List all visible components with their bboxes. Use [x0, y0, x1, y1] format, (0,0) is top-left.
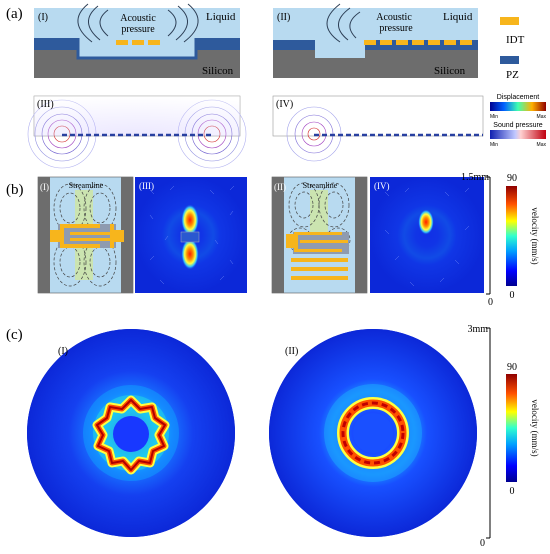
- panel-c-i-disc: (I): [27, 329, 235, 537]
- idt-electrode: [116, 40, 128, 45]
- panel-a-ii-schematic: (II) Acoustic pressure Liquid Silicon: [273, 3, 478, 78]
- cbar-max: 90: [507, 362, 517, 373]
- pressure-label: pressure: [379, 23, 413, 34]
- sub-label: (III): [139, 181, 154, 191]
- disp-max: Max: [537, 114, 547, 120]
- scale-bottom: 0: [488, 297, 493, 308]
- cbar-label: velocity (mm/s): [530, 399, 540, 456]
- panel-a-iii-simulation: (III): [27, 95, 247, 169]
- idt-swatch: [500, 17, 519, 25]
- panel-b-colorbar: 90 0 velocity (mm/s): [506, 173, 540, 301]
- sub-label: (I): [38, 12, 48, 23]
- disp-min: Min: [490, 114, 498, 120]
- silicon-label: Silicon: [434, 65, 466, 77]
- sound-min: Min: [490, 142, 498, 148]
- cbar-label: velocity (mm/s): [530, 207, 540, 264]
- cbar-max: 90: [507, 173, 517, 184]
- sub-label: (IV): [276, 99, 293, 110]
- panel-b-label: (b): [6, 182, 24, 198]
- sub-label: (II): [285, 346, 298, 357]
- sub-label: (II): [277, 12, 290, 23]
- panel-a-i-schematic: (I) Acoustic pressure Liquid Silicon: [34, 3, 240, 78]
- panel-a-iv-simulation: (IV): [272, 95, 484, 162]
- disp-title: Displacement: [497, 94, 539, 101]
- panel-c-colorbar: 90 0 velocity (mm/s): [506, 362, 540, 497]
- sub-label: (II): [274, 182, 286, 192]
- idt-electrode: [428, 40, 440, 45]
- panel-a-label: (a): [6, 6, 23, 22]
- panel-c-scale-bar: 3mm 0: [467, 324, 491, 549]
- panel-b-ii-schematic: (II) Streamline: [271, 176, 368, 294]
- panel-b: (b): [6, 172, 540, 308]
- idt-electrode: [364, 40, 376, 45]
- scale-top: 3mm: [467, 324, 488, 335]
- cbar-min: 0: [510, 290, 515, 301]
- acoustic-label: Acoustic: [376, 12, 412, 23]
- sub-label: (III): [37, 99, 54, 110]
- sound-title: Sound pressure: [493, 122, 543, 129]
- panel-c-ii-disc: (II): [269, 329, 477, 537]
- panel-b-i-schematic: (I) Streamline: [37, 176, 134, 294]
- pressure-label: pressure: [121, 24, 155, 35]
- cbar-min: 0: [510, 486, 515, 497]
- panel-b-iv-simulation: (IV): [370, 177, 484, 293]
- sound-max: Max: [537, 142, 547, 148]
- pz-swatch: [500, 56, 519, 64]
- panel-c: (c) (I) (II): [6, 324, 540, 549]
- idt-electrode: [148, 40, 160, 45]
- panel-a: (a) (I) Acoustic pressure Liquid Silicon: [6, 3, 546, 169]
- sub-label: (I): [40, 182, 49, 192]
- silicon-label: Silicon: [202, 65, 234, 77]
- idt-electrode: [444, 40, 456, 45]
- idt-electrode: [380, 40, 392, 45]
- scale-bottom: 0: [480, 538, 485, 549]
- panel-b-iii-simulation: (III): [135, 177, 247, 293]
- scale-top: 1.5mm: [461, 172, 489, 183]
- idt-electrode: [132, 40, 144, 45]
- acoustic-label: Acoustic: [120, 13, 156, 24]
- idt-electrode: [412, 40, 424, 45]
- sound-pressure-colorbar: Sound pressure Min Max: [490, 122, 546, 148]
- liquid-label: Liquid: [443, 11, 473, 23]
- legend-a: IDT PZ: [500, 17, 525, 81]
- panel-b-scale-bar: 1.5mm 0: [461, 172, 493, 308]
- idt-electrode: [460, 40, 472, 45]
- sub-label: (I): [58, 346, 68, 357]
- panel-c-label: (c): [6, 327, 23, 343]
- sub-label: (IV): [374, 181, 390, 191]
- streamline-label: Streamline: [303, 181, 338, 190]
- liquid-label: Liquid: [206, 11, 236, 23]
- legend-idt: IDT: [506, 34, 525, 46]
- legend-pz: PZ: [506, 69, 519, 81]
- idt-electrode: [396, 40, 408, 45]
- displacement-colorbar: Displacement Min Max: [490, 94, 546, 120]
- streamline-label: Streamline: [69, 181, 104, 190]
